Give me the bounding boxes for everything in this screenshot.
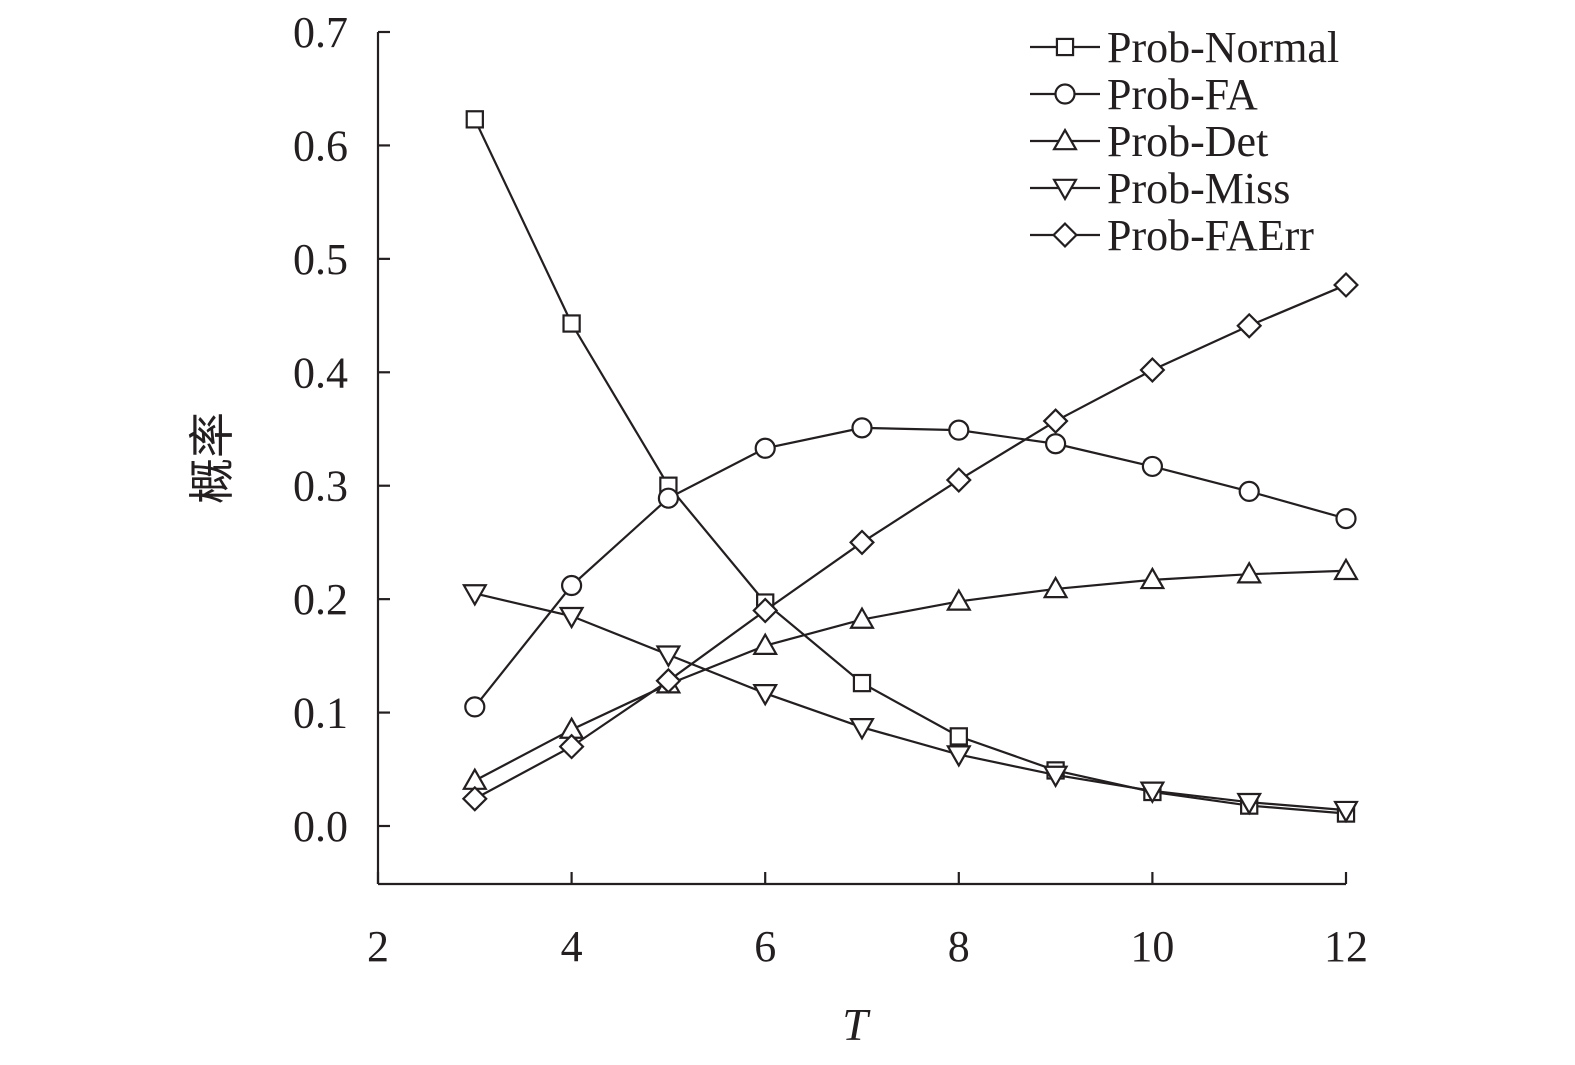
legend-label: Prob-Det: [1107, 117, 1268, 166]
data-point-prob-fa: [948, 419, 970, 441]
data-point-prob-faerr: [1042, 408, 1069, 435]
data-point-prob-miss: [1139, 781, 1166, 804]
y-tick-label: 0.5: [293, 235, 348, 284]
legend-item-prob-normal: Prob-Normal: [1030, 23, 1339, 72]
legend-label: Prob-FA: [1107, 70, 1258, 119]
data-point-prob-miss: [558, 606, 585, 630]
data-point-prob-faerr: [945, 467, 972, 493]
series-prob-faerr: [461, 271, 1359, 812]
data-point-prob-det: [945, 588, 972, 611]
data-point-prob-miss: [945, 745, 972, 768]
y-tick-label: 0.1: [293, 689, 348, 738]
x-tick-label: 4: [561, 922, 583, 971]
data-point-prob-normal: [852, 673, 872, 693]
series-prob-fa: [464, 417, 1357, 718]
legend-marker-prob-det: [1052, 127, 1078, 151]
data-point-prob-faerr: [849, 529, 875, 556]
data-point-prob-det: [1042, 575, 1069, 599]
data-point-prob-normal: [465, 110, 484, 129]
series-line-prob-miss: [474, 592, 1347, 812]
data-point-prob-fa: [851, 417, 873, 439]
y-tick-label: 0.4: [293, 348, 348, 397]
y-tick-label: 0.7: [293, 8, 348, 57]
data-point-prob-miss: [849, 718, 875, 741]
x-tick-label: 8: [948, 922, 970, 971]
y-tick-label: 0.6: [293, 121, 348, 170]
data-point-prob-fa: [657, 487, 680, 509]
series-prob-miss: [461, 584, 1359, 824]
data-point-prob-miss: [461, 584, 488, 607]
data-point-prob-normal: [949, 727, 968, 746]
data-point-prob-miss: [1042, 765, 1069, 789]
legend-item-prob-miss: Prob-Miss: [1030, 164, 1290, 213]
legend-label: Prob-FAErr: [1107, 211, 1314, 260]
data-point-prob-faerr: [752, 597, 779, 624]
series-line-prob-fa: [473, 426, 1347, 708]
y-tick-label: 0.3: [293, 462, 348, 511]
legend-label: Prob-Miss: [1107, 164, 1290, 213]
data-point-prob-faerr: [1236, 312, 1263, 339]
x-tick-label: 6: [754, 922, 776, 971]
data-point-prob-det: [849, 606, 875, 629]
legend-marker-prob-faerr: [1052, 222, 1078, 248]
data-point-prob-faerr: [558, 733, 585, 760]
data-point-prob-faerr: [1139, 357, 1166, 383]
legend-marker-prob-normal: [1055, 37, 1075, 57]
legend-marker-prob-fa: [1054, 83, 1076, 105]
legend-item-prob-fa: Prob-FA: [1030, 70, 1258, 119]
x-axis-title: T: [842, 999, 871, 1050]
series-prob-det: [461, 557, 1359, 790]
x-axis-ticks: 2 4 6 8 10 12: [367, 872, 1368, 971]
legend-marker-prob-miss: [1052, 178, 1078, 202]
data-point-prob-fa: [1238, 480, 1260, 502]
legend-item-prob-det: Prob-Det: [1030, 117, 1268, 166]
series-line-prob-faerr: [474, 283, 1347, 800]
data-point-prob-det: [1333, 557, 1359, 581]
data-point-prob-det: [1139, 566, 1166, 590]
data-point-prob-faerr: [1333, 271, 1359, 298]
x-tick-label: 12: [1324, 922, 1368, 971]
x-tick-label: 2: [367, 922, 389, 971]
data-point-prob-fa: [754, 437, 776, 459]
data-point-prob-miss: [1333, 800, 1359, 824]
axes: [376, 32, 1346, 886]
data-point-prob-miss: [655, 645, 682, 668]
data-point-prob-fa: [464, 696, 486, 718]
data-point-prob-faerr: [655, 667, 682, 694]
data-point-prob-normal: [562, 314, 581, 333]
legend-item-prob-faerr: Prob-FAErr: [1030, 211, 1314, 260]
x-tick-label: 10: [1130, 922, 1174, 971]
series-line-prob-det: [474, 569, 1347, 782]
data-point-prob-fa: [560, 574, 583, 597]
data-point-prob-faerr: [461, 785, 488, 812]
data-point-prob-fa: [1141, 455, 1164, 478]
y-tick-label: 0.2: [293, 575, 348, 624]
data-point-prob-fa: [1044, 433, 1067, 455]
data-point-prob-fa: [1335, 508, 1357, 530]
y-tick-label: 0.0: [293, 802, 348, 851]
legend: Prob-NormalProb-FAProb-DetProb-MissProb-…: [1030, 23, 1339, 260]
data-point-prob-miss: [752, 683, 779, 707]
series-line-prob-normal: [473, 118, 1347, 815]
data-point-prob-det: [1236, 561, 1263, 584]
data-point-prob-det: [752, 632, 779, 655]
data-point-prob-miss: [1236, 792, 1263, 816]
series-group: [461, 110, 1359, 824]
y-axis-title: 概率: [187, 412, 238, 504]
legend-label: Prob-Normal: [1107, 23, 1339, 72]
y-axis-ticks: 0.0 0.1 0.2 0.3 0.4 0.5 0.6 0.7: [293, 8, 390, 851]
